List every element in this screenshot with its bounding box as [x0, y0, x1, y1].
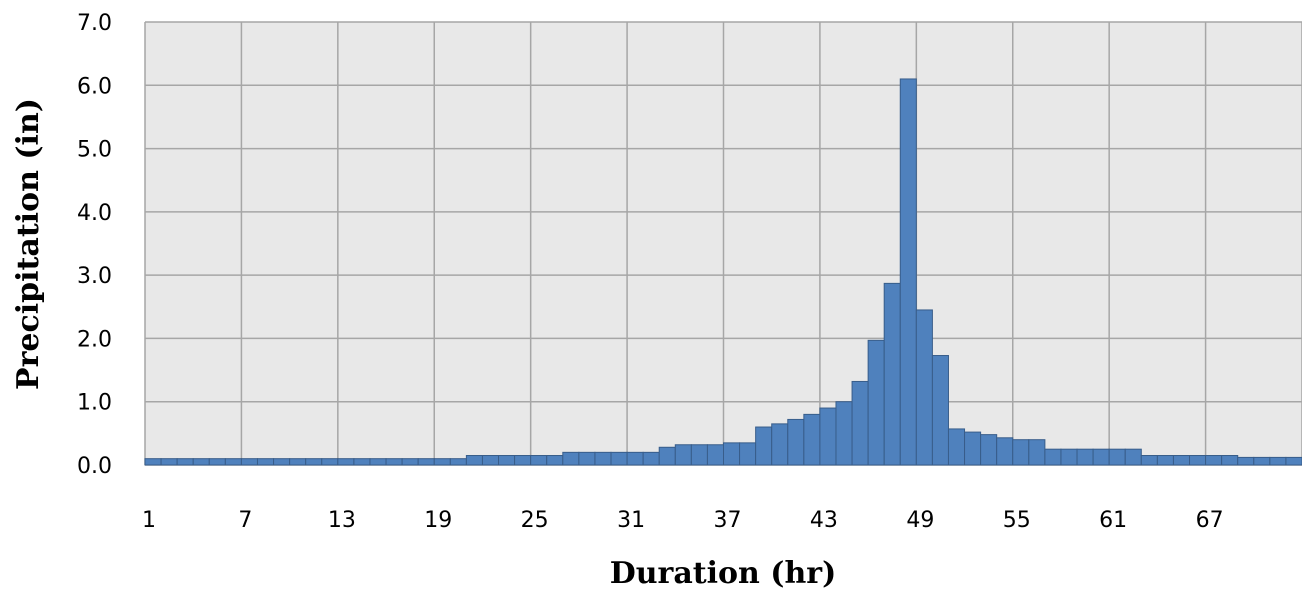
- bar: [321, 458, 339, 466]
- gridlines: [144, 21, 1302, 466]
- bar: [1140, 455, 1158, 466]
- bar: [192, 458, 210, 466]
- bar: [498, 455, 516, 466]
- bar: [353, 458, 371, 466]
- bar: [594, 451, 612, 466]
- bar: [690, 444, 708, 466]
- bar: [256, 458, 275, 466]
- bar: [883, 282, 901, 466]
- x-axis-label: Duration (hr): [610, 556, 837, 591]
- x-tick-label: 1: [142, 508, 156, 533]
- bar: [1237, 456, 1255, 466]
- bar: [417, 458, 435, 466]
- bar: [176, 458, 194, 466]
- bar: [546, 455, 564, 466]
- bar: [481, 455, 500, 466]
- bar: [144, 458, 162, 466]
- bar: [1076, 448, 1094, 466]
- y-tick-label: 2.0: [77, 327, 112, 352]
- bar: [562, 451, 580, 466]
- bar: [964, 431, 982, 466]
- bar: [980, 434, 998, 466]
- bar: [578, 451, 596, 466]
- bar: [835, 401, 853, 466]
- bar: [1221, 455, 1239, 466]
- bar: [1108, 448, 1126, 466]
- bar: [385, 458, 403, 466]
- bar: [1028, 439, 1046, 466]
- x-tick-label: 43: [810, 508, 838, 533]
- y-tick-label: 7.0: [77, 11, 112, 36]
- bar: [947, 428, 966, 466]
- bar: [1285, 456, 1302, 466]
- bar: [1189, 455, 1207, 466]
- y-tick-label: 4.0: [77, 201, 112, 226]
- x-tick-label: 19: [424, 508, 452, 533]
- x-tick-label: 37: [714, 508, 742, 533]
- bar: [305, 458, 323, 466]
- y-tick-label: 5.0: [77, 138, 112, 163]
- y-axis-ticks: 0.0 1.0 2.0 3.0 4.0 5.0 6.0 7.0: [77, 11, 112, 479]
- bar: [1124, 448, 1142, 466]
- y-axis-label: Precipitation (in): [11, 98, 46, 390]
- bar: [465, 455, 483, 466]
- bar: [1253, 456, 1271, 466]
- bar: [530, 455, 548, 466]
- bar: [996, 437, 1014, 466]
- bar: [819, 407, 837, 466]
- bar: [289, 458, 307, 466]
- bar: [899, 78, 917, 466]
- bar: [867, 339, 885, 466]
- bar: [803, 413, 821, 466]
- bar: [224, 458, 242, 466]
- y-tick-label: 0.0: [77, 454, 112, 479]
- bar: [706, 444, 724, 466]
- bar: [771, 423, 789, 466]
- y-tick-label: 6.0: [77, 74, 112, 99]
- bar: [1269, 456, 1287, 466]
- bar: [1205, 455, 1223, 466]
- bar: [1172, 455, 1191, 466]
- bars: [144, 78, 1302, 466]
- bar: [658, 446, 676, 466]
- bar: [208, 458, 226, 466]
- bar: [337, 458, 355, 466]
- bar: [1012, 439, 1030, 466]
- bar: [610, 451, 628, 466]
- bar: [273, 458, 291, 466]
- x-tick-label: 61: [1099, 508, 1127, 533]
- bar: [642, 451, 660, 466]
- y-tick-label: 1.0: [77, 391, 112, 416]
- x-tick-label: 55: [1003, 508, 1031, 533]
- bar: [739, 442, 757, 466]
- bar: [915, 309, 933, 466]
- bar: [514, 455, 532, 466]
- y-tick-label: 3.0: [77, 264, 112, 289]
- bar: [674, 444, 692, 466]
- x-axis-ticks: 1 7 13 19 25 31 37 43 49 55 61 67: [142, 508, 1224, 533]
- x-tick-label: 67: [1196, 508, 1224, 533]
- bar: [851, 380, 869, 466]
- bar: [723, 442, 741, 466]
- bar: [626, 451, 644, 466]
- x-tick-label: 7: [238, 508, 252, 533]
- bar: [931, 355, 949, 466]
- bar: [787, 418, 805, 466]
- bar: [401, 458, 419, 466]
- x-tick-label: 25: [521, 508, 549, 533]
- bar: [160, 458, 178, 466]
- bar: [449, 458, 467, 466]
- bar: [433, 458, 451, 466]
- bar: [755, 426, 773, 466]
- bar: [1156, 455, 1174, 466]
- x-tick-label: 31: [617, 508, 645, 533]
- bar: [1044, 448, 1062, 466]
- x-tick-label: 13: [328, 508, 356, 533]
- bar: [240, 458, 258, 466]
- bar: [1060, 448, 1078, 466]
- bar: [369, 458, 387, 466]
- x-tick-label: 49: [906, 508, 934, 533]
- bar: [1092, 448, 1110, 466]
